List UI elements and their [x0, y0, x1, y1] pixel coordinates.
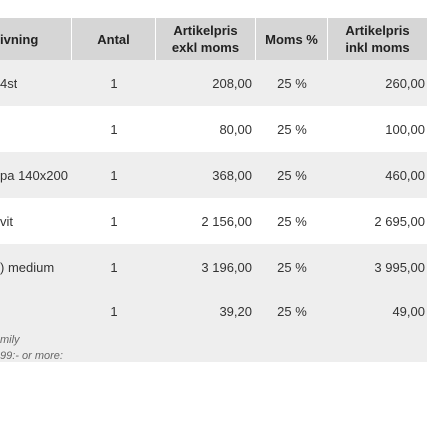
- row-quantity-value: 1: [110, 121, 118, 137]
- row-price-ex-vat: 208,00: [156, 60, 256, 106]
- row-description: 4st: [0, 60, 72, 106]
- column-header-price-ex-line2: exkl moms: [171, 40, 240, 55]
- row-description: vit: [0, 198, 72, 244]
- row-quantity-value: 1: [110, 304, 118, 319]
- table-row: 4st 1 208,00 25 % 260,00: [0, 60, 427, 106]
- column-header-price-inc-line2: inkl moms: [345, 40, 410, 55]
- row-vat-value: 25 %: [277, 259, 307, 275]
- row-vat: 25 %: [256, 244, 328, 290]
- table-row: 1 39,20 25 % 49,00 mily 99:- or more:: [0, 290, 427, 362]
- row-quantity-value: 1: [110, 75, 118, 91]
- column-header-price-inc-vat: Artikelpris inkl moms: [328, 18, 427, 60]
- row-price-ex-value: 2 156,00: [201, 213, 252, 229]
- row-price-inc-value: 3 995,00: [374, 259, 425, 275]
- table-row: ) medium 1 3 196,00 25 % 3 995,00: [0, 244, 427, 290]
- row-price-inc-vat: 260,00: [328, 60, 427, 106]
- row-description: [0, 106, 72, 152]
- row-price-ex-value: 3 196,00: [201, 259, 252, 275]
- column-header-quantity: Antal: [72, 18, 156, 60]
- row-price-inc-vat: 460,00: [328, 152, 427, 198]
- row-quantity-value: 1: [110, 213, 118, 229]
- row-quantity: 1: [72, 290, 156, 362]
- order-items-table: ivning Antal Artikelpris exkl moms Moms …: [0, 18, 427, 362]
- table-row: 1 80,00 25 % 100,00: [0, 106, 427, 152]
- row-vat: 25 %: [256, 106, 328, 152]
- row-vat: 25 %: [256, 60, 328, 106]
- row-price-ex-vat: 368,00: [156, 152, 256, 198]
- row-vat: 25 %: [256, 198, 328, 244]
- column-header-price-ex-vat: Artikelpris exkl moms: [156, 18, 256, 60]
- table-header-row: ivning Antal Artikelpris exkl moms Moms …: [0, 18, 427, 60]
- column-header-price-ex-line1: Artikelpris: [173, 23, 238, 38]
- row-vat-value: 25 %: [277, 304, 307, 319]
- row-price-ex-value: 39,20: [219, 304, 252, 319]
- row-quantity: 1: [72, 152, 156, 198]
- column-header-description-label: ivning: [0, 31, 39, 47]
- row-price-inc-value: 2 695,00: [374, 213, 425, 229]
- row-description-text: pa 140x200: [0, 167, 68, 183]
- row-quantity: 1: [72, 106, 156, 152]
- row-promo-note-line1: mily: [0, 334, 20, 346]
- row-vat-value: 25 %: [277, 167, 307, 183]
- row-price-ex-value: 80,00: [219, 121, 252, 137]
- row-price-inc-value: 260,00: [385, 75, 425, 91]
- column-header-price-inc-line1: Artikelpris: [345, 23, 410, 38]
- row-price-inc-vat: 49,00: [328, 290, 427, 362]
- row-vat-value: 25 %: [277, 213, 307, 229]
- table-row: vit 1 2 156,00 25 % 2 695,00: [0, 198, 427, 244]
- row-vat: 25 %: [256, 290, 328, 362]
- row-price-ex-value: 208,00: [212, 75, 252, 91]
- row-description-text: 4st: [0, 75, 18, 91]
- row-price-ex-vat: 80,00: [156, 106, 256, 152]
- row-price-inc-vat: 2 695,00: [328, 198, 427, 244]
- row-vat: 25 %: [256, 152, 328, 198]
- table-row: pa 140x200 1 368,00 25 % 460,00: [0, 152, 427, 198]
- row-price-inc-value: 100,00: [385, 121, 425, 137]
- row-description-text: ) medium: [0, 259, 55, 275]
- row-vat-value: 25 %: [277, 121, 307, 137]
- row-price-ex-vat: 3 196,00: [156, 244, 256, 290]
- row-price-inc-value: 460,00: [385, 167, 425, 183]
- row-price-inc-value: 49,00: [392, 304, 425, 319]
- column-header-vat-label: Moms %: [265, 31, 318, 47]
- row-price-ex-vat: 39,20: [156, 290, 256, 362]
- row-price-ex-vat: 2 156,00: [156, 198, 256, 244]
- row-quantity-value: 1: [110, 259, 118, 275]
- row-quantity-value: 1: [110, 167, 118, 183]
- row-description: ) medium: [0, 244, 72, 290]
- row-price-inc-vat: 100,00: [328, 106, 427, 152]
- column-header-vat: Moms %: [256, 18, 328, 60]
- row-vat-value: 25 %: [277, 75, 307, 91]
- column-header-description: ivning: [0, 18, 72, 60]
- row-price-inc-vat: 3 995,00: [328, 244, 427, 290]
- row-quantity: 1: [72, 60, 156, 106]
- row-description-text: vit: [0, 213, 13, 229]
- row-promo-note-line2: 99:- or more:: [0, 350, 63, 362]
- row-quantity: 1: [72, 198, 156, 244]
- row-promo-note: mily 99:- or more:: [0, 332, 63, 364]
- row-price-ex-value: 368,00: [212, 167, 252, 183]
- column-header-quantity-label: Antal: [97, 31, 130, 47]
- row-quantity: 1: [72, 244, 156, 290]
- row-description: pa 140x200: [0, 152, 72, 198]
